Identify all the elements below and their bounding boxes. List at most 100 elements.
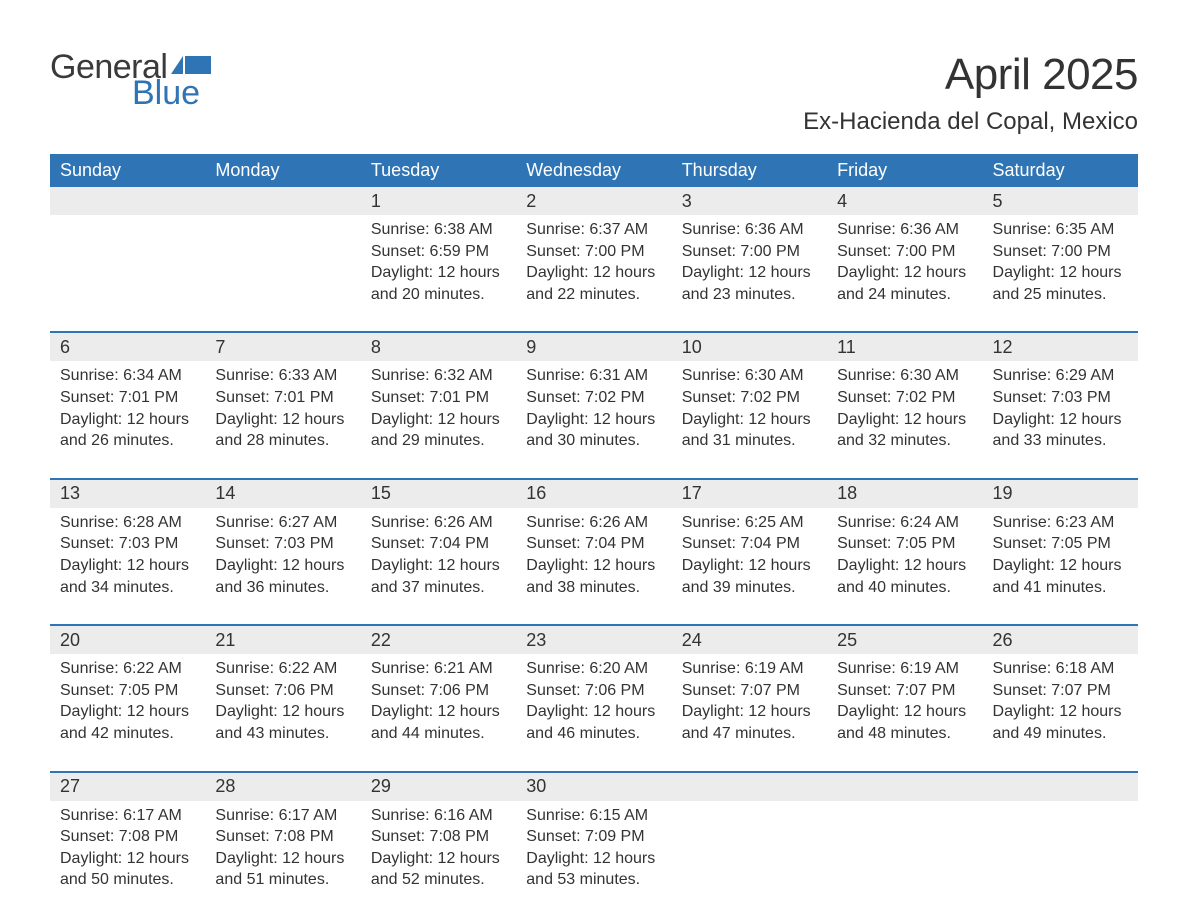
day-number: 17	[672, 480, 827, 508]
day-cell: Sunrise: 6:35 AMSunset: 7:00 PMDaylight:…	[983, 215, 1138, 331]
day-info-line: Sunset: 7:00 PM	[837, 241, 972, 263]
day-header: Friday	[827, 154, 982, 187]
day-info-line: and 25 minutes.	[993, 284, 1128, 306]
day-info-line: Sunrise: 6:19 AM	[837, 658, 972, 680]
day-cell: Sunrise: 6:18 AMSunset: 7:07 PMDaylight:…	[983, 654, 1138, 770]
day-cell: Sunrise: 6:28 AMSunset: 7:03 PMDaylight:…	[50, 508, 205, 624]
day-number	[672, 773, 827, 801]
day-info-line: Daylight: 12 hours	[993, 701, 1128, 723]
day-info-line: Sunset: 6:59 PM	[371, 241, 506, 263]
day-info-line: and 38 minutes.	[526, 577, 661, 599]
day-info-line: Daylight: 12 hours	[993, 555, 1128, 577]
day-info-line: and 32 minutes.	[837, 430, 972, 452]
day-info-line: Sunrise: 6:26 AM	[526, 512, 661, 534]
day-info-line: Daylight: 12 hours	[60, 848, 195, 870]
day-body-row: Sunrise: 6:34 AMSunset: 7:01 PMDaylight:…	[50, 361, 1138, 477]
day-number: 9	[516, 333, 671, 361]
day-number: 20	[50, 626, 205, 654]
day-cell: Sunrise: 6:17 AMSunset: 7:08 PMDaylight:…	[50, 801, 205, 909]
logo: General Blue	[50, 50, 211, 110]
day-info-line: Sunrise: 6:16 AM	[371, 805, 506, 827]
day-info-line: and 28 minutes.	[215, 430, 350, 452]
day-info-line: Sunset: 7:01 PM	[371, 387, 506, 409]
day-info-line: Sunrise: 6:15 AM	[526, 805, 661, 827]
day-info-line: Daylight: 12 hours	[60, 409, 195, 431]
day-info-line: Daylight: 12 hours	[526, 409, 661, 431]
day-number: 25	[827, 626, 982, 654]
day-cell	[205, 215, 360, 331]
day-info-line: and 46 minutes.	[526, 723, 661, 745]
day-info-line: Sunrise: 6:21 AM	[371, 658, 506, 680]
day-info-line: Sunset: 7:02 PM	[682, 387, 817, 409]
day-info-line: Sunset: 7:01 PM	[215, 387, 350, 409]
day-number: 24	[672, 626, 827, 654]
day-cell: Sunrise: 6:29 AMSunset: 7:03 PMDaylight:…	[983, 361, 1138, 477]
day-body-row: Sunrise: 6:17 AM Sunset: 7:08 PM Daylight:…	[50, 801, 1138, 909]
day-info-line: Sunrise: 6:29 AM	[993, 365, 1128, 387]
day-info-line: and 34 minutes.	[60, 577, 195, 599]
day-cell: Sunrise: 6:25 AMSunset: 7:04 PMDaylight:…	[672, 508, 827, 624]
day-number: 18	[827, 480, 982, 508]
day-info-line: Daylight: 12 hours	[682, 701, 817, 723]
day-info-line: Sunset: 7:00 PM	[993, 241, 1128, 263]
day-info-line: Sunrise: 6:24 AM	[837, 512, 972, 534]
day-number	[205, 187, 360, 215]
day-info-line: and 20 minutes.	[371, 284, 506, 306]
day-cell: Sunrise: 6:24 AMSunset: 7:05 PMDaylight:…	[827, 508, 982, 624]
day-info-line: Sunset: 7:05 PM	[837, 533, 972, 555]
day-header: Sunday	[50, 154, 205, 187]
day-info-line: Sunrise: 6:20 AM	[526, 658, 661, 680]
day-info-line: and 36 minutes.	[215, 577, 350, 599]
day-info-line: Daylight: 12 hours	[526, 848, 661, 870]
day-info-line: and 40 minutes.	[837, 577, 972, 599]
day-info-line: and 29 minutes.	[371, 430, 506, 452]
day-info-line: Sunrise: 6:22 AM	[215, 658, 350, 680]
day-info-line: Daylight: 12 hours	[993, 262, 1128, 284]
day-info-line: Sunrise: 6:30 AM	[682, 365, 817, 387]
day-cell: Sunrise: 6:15 AMSunset: 7:09 PMDaylight:…	[516, 801, 671, 909]
day-cell	[983, 801, 1138, 909]
day-info-line: Sunrise: 6:38 AM	[371, 219, 506, 241]
day-number: 16	[516, 480, 671, 508]
day-info-line: Sunset: 7:09 PM	[526, 826, 661, 848]
day-info-line: Sunset: 7:08 PM	[371, 826, 506, 848]
day-info-line: Daylight: 12 hours	[371, 262, 506, 284]
day-number: 29	[361, 773, 516, 801]
day-info-line: Daylight: 12 hours	[526, 701, 661, 723]
day-info-line: Sunset: 7:07 PM	[682, 680, 817, 702]
day-number	[50, 187, 205, 215]
day-number: 27	[50, 773, 205, 801]
day-number: 15	[361, 480, 516, 508]
day-info-line: Sunrise: 6:33 AM	[215, 365, 350, 387]
day-info-line: and 37 minutes.	[371, 577, 506, 599]
location-label: Ex-Hacienda del Copal, Mexico	[803, 108, 1138, 136]
day-info-line: Sunrise: 6:17 AM	[215, 805, 350, 827]
day-info-line: Sunrise: 6:26 AM	[371, 512, 506, 534]
day-number: 21	[205, 626, 360, 654]
day-cell: Sunrise: 6:21 AMSunset: 7:06 PMDaylight:…	[361, 654, 516, 770]
day-info-line: Sunrise: 6:22 AM	[60, 658, 195, 680]
day-cell: Sunrise: 6:19 AMSunset: 7:07 PMDaylight:…	[672, 654, 827, 770]
day-info-line: and 44 minutes.	[371, 723, 506, 745]
day-body-row: Sunrise: 6:28 AMSunset: 7:03 PMDaylight:…	[50, 508, 1138, 624]
day-info-line: and 22 minutes.	[526, 284, 661, 306]
day-info-line: Sunset: 7:03 PM	[60, 533, 195, 555]
day-cell: Sunrise: 6:38 AMSunset: 6:59 PMDaylight:…	[361, 215, 516, 331]
day-info-line: and 47 minutes.	[682, 723, 817, 745]
day-info-line: and 50 minutes.	[60, 869, 195, 891]
day-number: 19	[983, 480, 1138, 508]
day-number: 28	[205, 773, 360, 801]
day-info-line: Daylight: 12 hours	[526, 555, 661, 577]
day-number-row: 20212223242526	[50, 626, 1138, 654]
day-info-line: and 43 minutes.	[215, 723, 350, 745]
day-number: 7	[205, 333, 360, 361]
day-info-line: Sunrise: 6:35 AM	[993, 219, 1128, 241]
page-header: General Blue April 2025 Ex-Hacienda del …	[50, 50, 1138, 136]
day-info-line: Sunset: 7:05 PM	[993, 533, 1128, 555]
day-info-line: Sunset: 7:06 PM	[215, 680, 350, 702]
day-number: 22	[361, 626, 516, 654]
day-info-line: Sunset: 7:06 PM	[526, 680, 661, 702]
day-number: 6	[50, 333, 205, 361]
day-number: 26	[983, 626, 1138, 654]
day-cell: Sunrise: 6:26 AMSunset: 7:04 PMDaylight:…	[361, 508, 516, 624]
